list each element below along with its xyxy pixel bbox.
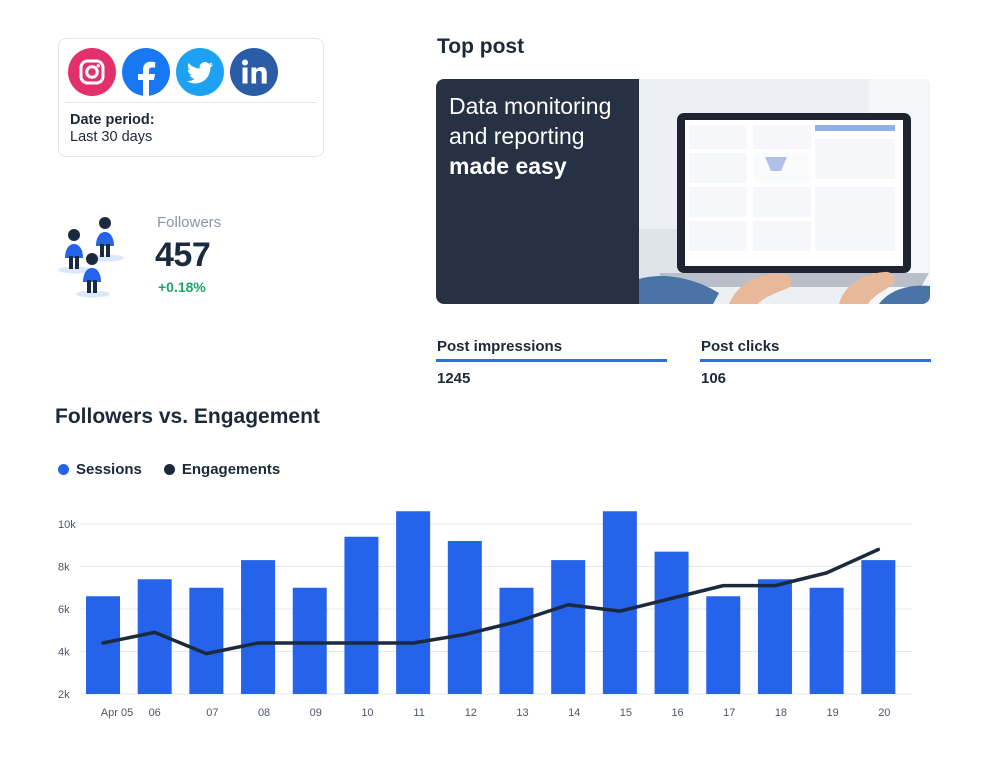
engagements-point	[566, 603, 570, 607]
banner-line-3: made easy	[449, 153, 567, 179]
x-tick-label: 12	[465, 707, 477, 719]
top-post-title: Top post	[437, 35, 525, 58]
sessions-bar[interactable]	[809, 587, 844, 694]
sessions-bar[interactable]	[602, 511, 637, 694]
followers-people-icon	[55, 213, 127, 299]
linkedin-icon[interactable]	[230, 48, 278, 96]
legend-engagements-dot	[163, 464, 175, 475]
post-impressions-value: 1245	[437, 370, 471, 387]
engagements-point	[153, 630, 157, 634]
engagements-line	[101, 547, 881, 656]
engagements-point	[670, 596, 674, 600]
sessions-bar[interactable]	[551, 560, 586, 694]
legend-engagements-label: Engagements	[181, 461, 281, 478]
sessions-bar[interactable]	[396, 511, 431, 694]
banner-headline: Data monitoring and reporting made easy	[449, 91, 611, 181]
engagements-line-path[interactable]	[101, 547, 881, 656]
engagements-point	[721, 584, 725, 588]
engagements-point	[618, 609, 622, 613]
date-period-value[interactable]: Last 30 days	[70, 129, 153, 145]
y-tick-label: 2k	[58, 689, 70, 701]
sessions-bars	[86, 511, 896, 694]
engagements-point	[825, 571, 829, 575]
sessions-bar[interactable]	[189, 587, 224, 694]
x-tick-label: 07	[206, 707, 218, 719]
followers-change: +0.18%	[158, 279, 206, 295]
x-tick-label: 11	[413, 707, 424, 719]
y-tick-label: 8k	[58, 562, 70, 574]
engagements-point	[101, 641, 105, 645]
followers-engagement-chart: 2k 4k 6k 8k 10k Apr 05 06 07 08 09 10 11 12 13 14 15 16…	[58, 511, 912, 719]
x-axis-ticks: Apr 05 06 07 08 09 10 11 12 13 14 15 16 17 18 19 20	[101, 707, 891, 719]
x-tick-label: Apr 05	[101, 707, 133, 719]
post-clicks-underline	[700, 359, 931, 362]
sessions-bar[interactable]	[861, 560, 896, 694]
banner-line-1: Data monitoring	[449, 93, 612, 119]
followers-label: Followers	[157, 214, 222, 231]
post-impressions-label: Post impressions	[437, 338, 563, 355]
x-tick-label: 08	[258, 707, 270, 719]
legend-sessions-label: Sessions	[76, 461, 142, 478]
sessions-bar[interactable]	[654, 551, 689, 694]
engagements-point	[204, 652, 208, 656]
y-tick-label: 10k	[58, 519, 76, 531]
engagements-point	[411, 641, 415, 645]
sessions-bar[interactable]	[706, 596, 741, 694]
chart-title: Followers vs. Engagement	[55, 405, 320, 428]
banner-line-2: and reporting	[449, 123, 585, 149]
followers-count: 457	[155, 236, 211, 274]
x-tick-label: 13	[516, 707, 528, 719]
x-tick-label: 10	[361, 707, 373, 719]
sessions-bar[interactable]	[292, 587, 327, 694]
twitter-icon[interactable]	[176, 48, 224, 96]
instagram-icon[interactable]	[68, 48, 116, 96]
sessions-bar[interactable]	[447, 541, 482, 694]
x-tick-label: 20	[878, 707, 890, 719]
x-tick-label: 18	[775, 707, 787, 719]
y-axis-ticks: 2k 4k 6k 8k 10k	[58, 519, 76, 701]
sessions-bar[interactable]	[344, 536, 379, 694]
engagements-point	[308, 641, 312, 645]
x-tick-label: 14	[568, 707, 580, 719]
social-card: Date period: Last 30 days	[58, 38, 324, 157]
x-tick-label: 06	[149, 707, 161, 719]
x-tick-label: 19	[827, 707, 839, 719]
legend-item-engagements[interactable]: Engagements	[163, 461, 281, 478]
engagements-point	[463, 633, 467, 636]
top-post-banner[interactable]: Data monitoring and reporting made easy	[436, 79, 930, 304]
social-icons	[68, 48, 278, 96]
engagements-point	[876, 548, 880, 551]
sessions-bar[interactable]	[241, 560, 276, 694]
sessions-bar[interactable]	[499, 587, 534, 694]
engagements-point	[773, 584, 777, 588]
x-tick-label: 17	[723, 707, 735, 719]
legend-item-sessions[interactable]: Sessions	[58, 461, 142, 478]
engagements-point	[515, 620, 518, 624]
laptop-photo	[639, 79, 930, 304]
engagements-point	[256, 641, 260, 645]
sessions-bar[interactable]	[757, 579, 792, 694]
post-clicks-label: Post clicks	[701, 338, 780, 355]
legend-sessions-dot	[58, 464, 69, 475]
x-tick-label: 15	[620, 707, 632, 719]
post-clicks-value: 106	[701, 370, 727, 387]
post-impressions-underline	[436, 359, 667, 362]
engagements-point	[359, 641, 363, 645]
x-tick-label: 16	[671, 707, 683, 719]
y-tick-label: 4k	[58, 647, 70, 659]
card-divider	[65, 102, 317, 103]
chart-legend: Sessions Engagements	[58, 461, 302, 478]
date-period-label: Date period:	[70, 112, 155, 128]
y-tick-label: 6k	[58, 604, 70, 616]
sessions-bar[interactable]	[86, 596, 120, 694]
facebook-icon[interactable]	[122, 48, 170, 96]
x-tick-label: 09	[310, 707, 322, 719]
